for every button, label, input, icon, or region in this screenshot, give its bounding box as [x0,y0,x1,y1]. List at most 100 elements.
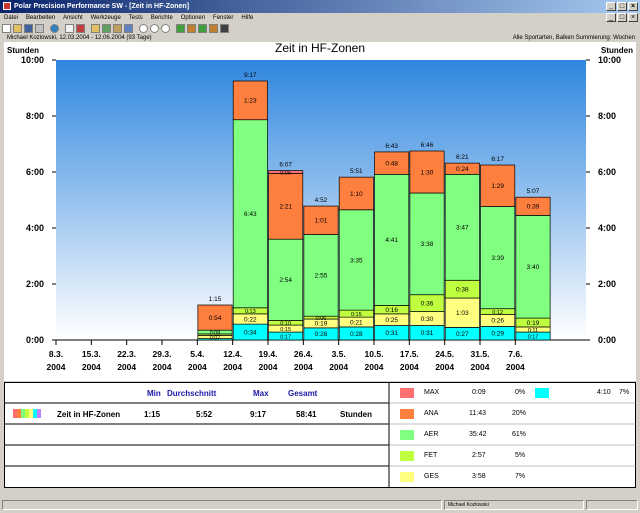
legend-time-fet: 2:57 [472,452,486,459]
bar-total-label: 6:43 [385,143,398,150]
zoom-out-icon[interactable] [150,23,159,33]
summary-grid [4,382,636,488]
legend-label-aer: AER [424,431,439,438]
window-title: Polar Precision Performance SW - [Zeit i… [14,3,190,10]
bar-segment-aer [374,173,410,306]
y-tick-label-left: 10:00 [21,55,44,65]
status-user: Michael Kozlowski [444,500,584,510]
maximize-button[interactable]: □ [617,2,627,11]
y-tick-label-left: 8:00 [26,111,44,121]
report-icon-4[interactable] [209,23,218,33]
bar-segment-label: 0:22 [244,316,257,323]
menu-datei[interactable]: Datei [4,15,19,21]
menu-bearbeiten[interactable]: Bearbeiten [25,15,55,21]
report-icon-3[interactable] [198,23,207,33]
bar-segment-label: 0:13 [245,309,256,315]
search-icon[interactable] [161,23,170,33]
athlete-period-info: Michael Kozlowski, 12.03.2004 - 12.06.20… [7,35,152,41]
x-tick-label-year: 2004 [400,362,419,372]
x-tick-label-date: 7.6. [508,349,522,359]
bar-segment-label: 0:12 [492,310,503,316]
bar-segment-label: 0:15 [280,327,291,333]
x-tick-label-year: 2004 [47,362,66,372]
bar-segment-aer [444,173,480,281]
bar-segment-label: 1:10 [350,191,363,198]
folder-icon[interactable] [91,23,100,33]
x-tick-label-year: 2004 [365,362,384,372]
status-bar: Michael Kozlowski [0,498,640,513]
exercise-icon[interactable] [102,23,111,33]
bar-segment-aer [338,209,374,311]
report-icon-5[interactable] [220,23,229,33]
legend-pct-max: 0% [515,389,526,396]
report-icon-2[interactable] [187,23,196,33]
menu-tests[interactable]: Tests [128,15,143,21]
bar-segment-label: 1:29 [491,183,504,190]
bar-segment-ana [303,205,339,235]
x-tick-label-date: 12.4. [223,349,242,359]
bar-segment-label: 3:38 [421,241,434,248]
mdi-minimize-button[interactable]: _ [606,13,616,22]
bar-segment-label: 0:06 [316,316,327,322]
menu-optionen[interactable]: Optionen [180,15,206,21]
new-icon[interactable] [2,23,11,33]
report-icon-1[interactable] [176,23,185,33]
bar-total-label: 6:21 [456,154,469,161]
stacked-bar-chart: 0:00 0:00 2:00 2:00 4:00 4:00 6:00 6:00 8:00 8:00… [21,55,621,372]
y-tick-label-right: 2:00 [598,279,616,289]
bar-total-label: 5:07 [527,188,540,195]
bar-segment-label: 0:06 [280,170,291,176]
legend-swatch-fet [400,451,414,461]
close-button[interactable]: × [628,2,638,11]
menu-ansicht[interactable]: Ansicht [62,15,83,21]
open-icon[interactable] [13,23,22,33]
header-max: Max [253,389,269,398]
y-tick-label-right: 0:00 [598,335,616,345]
bar-segment-label: 6:43 [244,211,257,218]
legend-time-aer: 35:42 [469,431,487,438]
status-cell-main [2,500,442,510]
x-tick-label-date: 17.5. [400,349,419,359]
x-tick-label-date: 29.3. [153,349,172,359]
save-icon[interactable] [24,23,33,33]
chart-icon[interactable] [124,23,133,33]
zoom-in-icon[interactable] [139,23,148,33]
menu-fenster[interactable]: Fenster [213,15,234,21]
x-tick-label-date: 5.4. [190,349,204,359]
globe-icon[interactable] [50,23,59,33]
diary-icon[interactable] [113,23,122,33]
bar-segment-ana [338,176,374,211]
legend-swatch-ges [400,472,414,482]
bar-segment-label: 1:03 [456,310,469,317]
summary-row-label: Zeit in HF-Zonen [57,410,121,419]
bar-segment-label: 0:10 [280,321,291,327]
x-tick-label-year: 2004 [223,362,242,372]
menu-berichte[interactable]: Berichte [150,15,173,21]
y-tick-label-right: 6:00 [598,167,616,177]
y-tick-label-left: 2:00 [26,279,44,289]
bar-segment-label: 0:07 [210,335,221,341]
menu-hilfe[interactable]: Hilfe [241,15,254,21]
x-tick-label-date: 22.3. [117,349,136,359]
minimize-button[interactable]: _ [606,2,616,11]
bar-segment-label: 3:39 [491,255,504,262]
calendar-icon[interactable] [65,23,74,33]
print-icon[interactable] [35,23,44,33]
menu-werkzeuge[interactable]: Werkzeuge [90,15,121,21]
mdi-close-button[interactable]: × [628,13,638,22]
y-axis-label-right: Stunden [601,46,633,55]
zone-color-strip [13,409,41,420]
legend-label-ana: ANA [424,410,439,417]
y-tick-label-right: 10:00 [598,55,621,65]
bar-segment-label: 0:17 [528,334,539,340]
bar-segment-label: 0:25 [385,317,398,324]
mdi-restore-button[interactable]: □ [617,13,627,22]
x-tick-label-year: 2004 [435,362,454,372]
bar-segment-ana [232,80,268,121]
bar-segment-label: 0:36 [421,300,434,307]
y-axis-label-left: Stunden [7,46,39,55]
heart-rate-icon[interactable] [76,23,85,33]
x-tick-label-year: 2004 [294,362,313,372]
bar-segment-label: 0:34 [244,329,257,336]
legend-pct-zone6: 7% [619,389,630,396]
